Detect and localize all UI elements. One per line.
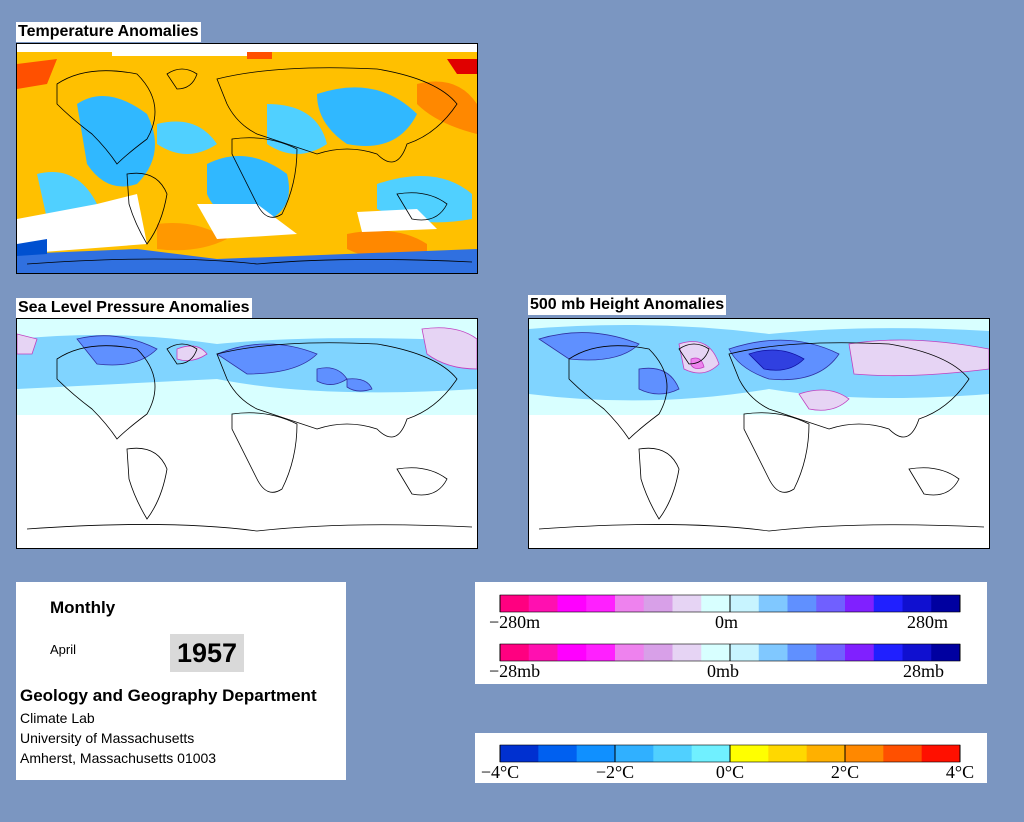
temperature-tick-label: 0°C [716,762,744,782]
slp-map-graphic [17,319,477,548]
temperature-colorbar-swatch [615,745,654,762]
height-colorbar-swatch [557,595,587,612]
height-colorbar-swatch [701,595,731,612]
height500-map-graphic [529,319,989,548]
period-label: Monthly [50,598,116,617]
height-max-label: 280m [907,612,948,632]
pressure-min-label: −28mb [489,661,540,681]
pressure-colorbar [499,643,961,662]
pressure-colorbar-swatch [873,644,903,661]
temperature-colorbar-swatch [538,745,578,762]
height-colorbar-swatch [787,595,817,612]
height-colorbar-swatch [615,595,645,612]
height-min-label: −280m [489,612,540,632]
height-colorbar [499,594,961,613]
pressure-colorbar-swatch [845,644,875,661]
height-colorbar-swatch [902,595,932,612]
department-label: Geology and Geography Department [20,686,317,705]
pressure-colorbar-swatch [902,644,932,661]
height500-map-title: 500 mb Height Anomalies [528,295,727,315]
temperature-legend-graphic: −4°C −2°C 0°C 2°C 4°C [481,744,974,782]
height-colorbar-swatch [816,595,846,612]
height-colorbar-swatch [931,595,961,612]
height500-anomaly-map [528,318,990,549]
pressure-colorbar-swatch [528,644,558,661]
pressure-mid-label: 0mb [707,661,739,681]
temperature-colorbar-swatch [500,745,539,762]
height-colorbar-swatch [873,595,903,612]
height-colorbar-swatch [730,595,760,612]
temperature-colorbar-swatch [653,745,693,762]
temperature-colorbar-swatch [576,745,616,762]
height-colorbar-swatch [643,595,673,612]
temperature-tick-label: −2°C [596,762,634,782]
temperature-tick-label: 2°C [831,762,859,782]
temperature-colorbar-swatch [806,745,846,762]
pressure-colorbar-swatch [672,644,702,661]
info-panel: Monthly April 1957 Geology and Geography… [16,582,346,780]
temperature-map-title: Temperature Anomalies [16,22,201,42]
height-colorbar-swatch [758,595,788,612]
pressure-max-label: 28mb [903,661,944,681]
height-colorbar-swatch [528,595,558,612]
temperature-colorbar-swatch [883,745,923,762]
pressure-colorbar-swatch [701,644,731,661]
lab-label: Climate Lab [20,710,95,726]
slp-anomaly-map [16,318,478,549]
pressure-colorbar-swatch [931,644,961,661]
pressure-colorbar-swatch [500,644,530,661]
temperature-map-graphic [17,44,477,273]
temperature-colorbar [499,744,961,763]
pressure-colorbar-swatch [816,644,846,661]
pressure-colorbar-swatch [615,644,645,661]
pressure-colorbar-swatch [730,644,760,661]
temperature-colorbar-swatch [768,745,808,762]
pressure-colorbar-swatch [643,644,673,661]
address-label: Amherst, Massachusetts 01003 [20,750,217,766]
height-colorbar-swatch [500,595,530,612]
temperature-tick-label: −4°C [481,762,519,782]
height-colorbar-swatch [845,595,875,612]
pressure-colorbar-swatch [586,644,616,661]
height-colorbar-swatch [672,595,702,612]
height-colorbar-swatch [586,595,616,612]
height-pressure-legend: −280m 0m 280m −28mb 0mb 28mb [475,582,987,684]
temperature-colorbar-swatch [730,745,769,762]
temperature-colorbar-swatch [691,745,731,762]
temperature-legend: −4°C −2°C 0°C 2°C 4°C [475,733,987,783]
pressure-colorbar-swatch [787,644,817,661]
height-mid-label: 0m [715,612,738,632]
slp-map-title: Sea Level Pressure Anomalies [16,298,252,318]
year-display: 1957 [170,634,244,672]
temperature-tick-labels: −4°C −2°C 0°C 2°C 4°C [481,762,974,782]
university-label: University of Massachusetts [20,730,195,746]
pressure-colorbar-swatch [557,644,587,661]
temperature-colorbar-swatch [845,745,884,762]
temperature-anomaly-map [16,43,478,274]
height-pressure-legend-graphic: −280m 0m 280m −28mb 0mb 28mb [489,594,961,681]
pressure-colorbar-swatch [758,644,788,661]
temperature-colorbar-swatch [921,745,961,762]
month-label: April [50,642,77,657]
temperature-tick-label: 4°C [946,762,974,782]
